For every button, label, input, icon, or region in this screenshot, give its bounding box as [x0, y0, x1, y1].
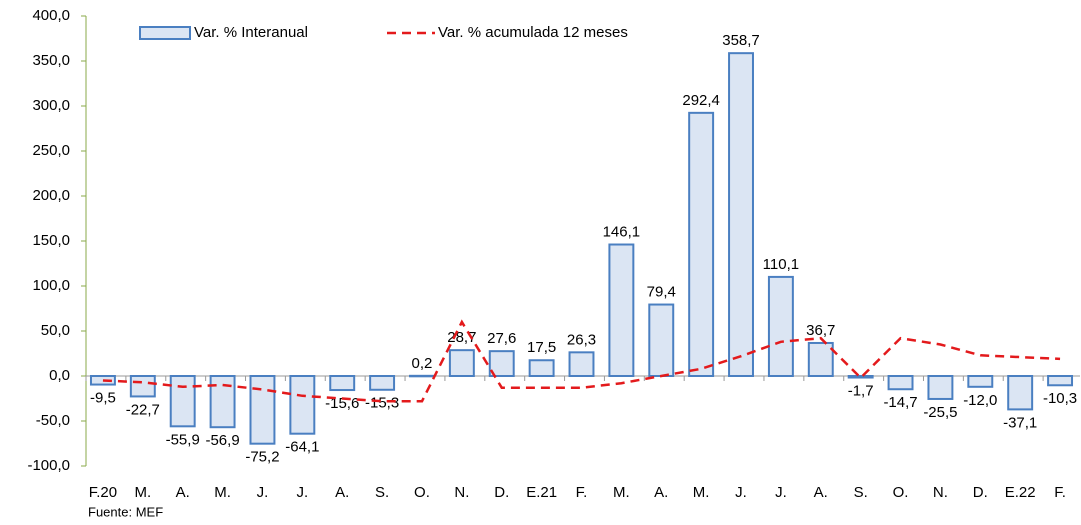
y-tick-label: 250,0: [32, 142, 70, 159]
bar: [249, 375, 276, 445]
bar: [169, 375, 196, 428]
x-tick-label: S.: [375, 484, 389, 501]
x-tick-label: M.: [693, 484, 710, 501]
data-label: -55,9: [166, 431, 200, 448]
x-tick-label: D.: [973, 484, 988, 501]
data-label: -15,3: [365, 395, 399, 412]
x-tick-label: E.21: [526, 484, 557, 501]
x-tick-label: A.: [335, 484, 349, 501]
bar: [89, 375, 116, 386]
bar: [448, 349, 475, 378]
x-tick-label: J.: [735, 484, 747, 501]
x-tick-label: A.: [654, 484, 668, 501]
x-tick-label: A.: [814, 484, 828, 501]
data-label: -9,5: [90, 390, 116, 407]
data-label: -25,5: [923, 404, 957, 421]
x-tick-label: J.: [297, 484, 309, 501]
x-tick-label: M.: [613, 484, 630, 501]
y-tick-label: 100,0: [32, 277, 70, 294]
y-tick-label: 150,0: [32, 232, 70, 249]
x-tick-label: F.: [1054, 484, 1066, 501]
x-tick-label: S.: [854, 484, 868, 501]
data-label: 110,1: [763, 256, 799, 273]
bar: [967, 375, 994, 388]
x-tick-label: O.: [893, 484, 909, 501]
bar: [1007, 375, 1034, 411]
y-tick-label: 350,0: [32, 52, 70, 69]
x-tick-label: F.: [576, 484, 588, 501]
bar: [289, 375, 316, 435]
data-label: -56,9: [205, 432, 239, 449]
x-tick-label: E.22: [1005, 484, 1036, 501]
data-label: -1,7: [848, 382, 874, 399]
legend-swatch: [139, 26, 191, 40]
bar: [568, 351, 595, 377]
data-label: 36,7: [806, 322, 835, 339]
data-label: 0,2: [412, 355, 433, 372]
bar: [129, 375, 156, 398]
x-tick-label: M.: [134, 484, 151, 501]
data-label: 292,4: [682, 92, 720, 109]
bar: [528, 359, 555, 377]
x-tick-label: J.: [257, 484, 269, 501]
data-label: 27,6: [487, 330, 516, 347]
bar: [409, 374, 435, 378]
data-label: 26,3: [567, 331, 596, 348]
y-tick-label: 0,0: [49, 367, 70, 384]
data-label: 79,4: [647, 284, 676, 301]
bar: [767, 275, 794, 377]
data-label: -64,1: [285, 439, 319, 456]
bar: [927, 375, 954, 400]
data-label: -10,3: [1043, 390, 1077, 407]
y-tick-label: 50,0: [41, 322, 70, 339]
x-tick-label: J.: [775, 484, 787, 501]
data-label: -12,0: [963, 392, 997, 409]
bar: [329, 375, 356, 392]
legend-label: Var. % Interanual: [194, 24, 308, 41]
data-label: 17,5: [527, 339, 556, 356]
x-tick-label: A.: [176, 484, 190, 501]
x-tick-label: F.20: [89, 484, 117, 501]
line-series: [102, 319, 1061, 403]
data-label: -15,6: [325, 395, 359, 412]
x-tick-label: M.: [214, 484, 231, 501]
data-label: -14,7: [883, 394, 917, 411]
bar: [688, 111, 715, 377]
source-note: Fuente: MEF: [88, 504, 163, 519]
bar: [887, 375, 914, 391]
bar: [1047, 375, 1074, 387]
y-tick-label: -50,0: [36, 412, 70, 429]
y-tick-label: -100,0: [27, 457, 70, 474]
y-tick-label: 400,0: [32, 7, 70, 24]
x-tick-label: O.: [414, 484, 430, 501]
legend-label: Var. % acumulada 12 meses: [438, 24, 628, 41]
bar: [728, 52, 754, 377]
data-label: -37,1: [1003, 414, 1037, 431]
bar: [488, 350, 515, 378]
bar: [209, 375, 236, 429]
data-label: -75,2: [245, 449, 279, 466]
x-tick-label: N.: [933, 484, 948, 501]
bar: [847, 375, 874, 379]
y-tick-label: 300,0: [32, 97, 70, 114]
bar: [648, 303, 675, 378]
y-tick-label: 200,0: [32, 187, 70, 204]
x-tick-label: N.: [454, 484, 469, 501]
bar: [608, 243, 635, 377]
data-label: 358,7: [722, 32, 760, 49]
bar: [369, 375, 396, 391]
bar: [807, 341, 834, 377]
data-label: 146,1: [603, 223, 641, 240]
data-label: -22,7: [126, 401, 160, 418]
x-tick-label: D.: [494, 484, 509, 501]
